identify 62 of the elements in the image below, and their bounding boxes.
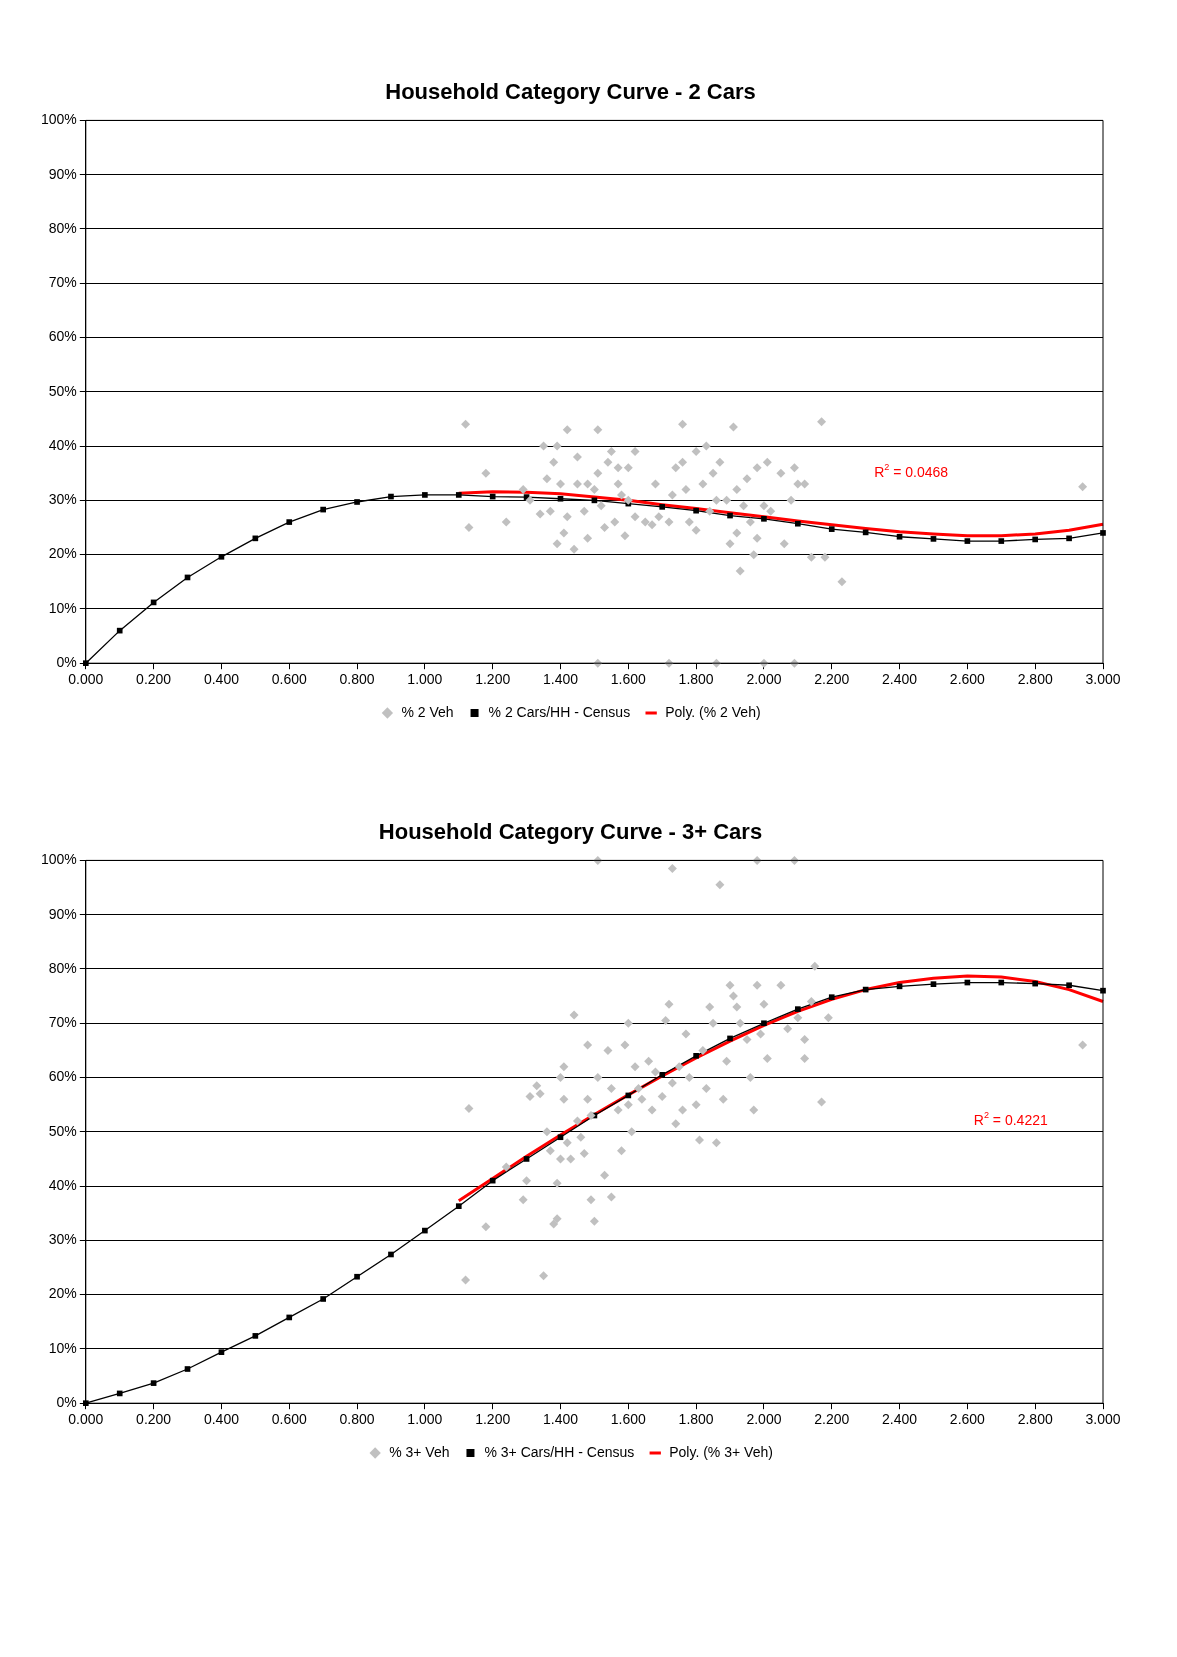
x-tick-label: 0.400 xyxy=(203,671,240,688)
x-tick-label: 2.200 xyxy=(814,1411,850,1428)
x-tick-label: 2.400 xyxy=(882,1411,918,1428)
x-tick-label: 3.000 xyxy=(1085,671,1121,688)
x-tick-label: 3.000 xyxy=(1085,1411,1121,1428)
x-tick-label: 0.600 xyxy=(271,1411,307,1428)
x-tick-label: 0.000 xyxy=(68,671,104,688)
legend-label: % 3+ Veh xyxy=(389,1443,450,1460)
y-tick-label: 0% xyxy=(56,654,77,671)
x-tick-label: 0.200 xyxy=(136,1411,172,1428)
legend-label: Poly. (% 2 Veh) xyxy=(665,703,761,720)
y-tick-label: 30% xyxy=(48,1231,77,1248)
x-tick-label: 0.800 xyxy=(339,671,375,688)
y-tick-label: 80% xyxy=(48,959,77,976)
y-tick-label: 50% xyxy=(48,382,77,399)
x-tick-label: 0.800 xyxy=(339,1411,375,1428)
legend-label: Poly. (% 3+ Veh) xyxy=(669,1443,773,1460)
x-tick-label: 1.600 xyxy=(610,671,647,688)
x-tick-label: 1.200 xyxy=(475,671,511,688)
y-tick-label: 100% xyxy=(40,851,77,868)
y-tick-label: 90% xyxy=(48,905,77,922)
x-tick-label: 2.600 xyxy=(949,671,986,688)
chart-title: Household Category Curve - 3+ Cars xyxy=(378,819,763,845)
x-tick-label: 0.600 xyxy=(271,671,307,688)
y-tick-label: 10% xyxy=(48,1339,77,1356)
y-tick-label: 30% xyxy=(48,491,77,508)
legend-label: % 2 Cars/HH - Census xyxy=(488,703,631,720)
y-tick-label: 20% xyxy=(48,1285,77,1302)
x-tick-label: 0.200 xyxy=(136,671,172,688)
x-tick-label: 1.400 xyxy=(542,671,579,688)
x-tick-label: 1.200 xyxy=(475,1411,511,1428)
y-tick-label: 60% xyxy=(48,1068,77,1085)
y-tick-label: 70% xyxy=(48,274,77,291)
x-tick-label: 2.000 xyxy=(746,1411,782,1428)
x-tick-label: 2.600 xyxy=(949,1411,986,1428)
y-tick-label: 100% xyxy=(40,111,77,128)
y-tick-label: 90% xyxy=(48,165,77,182)
x-tick-label: 2.000 xyxy=(746,671,782,688)
x-tick-label: 1.800 xyxy=(678,1411,714,1428)
y-tick-label: 50% xyxy=(48,1122,77,1139)
x-tick-label: 2.400 xyxy=(882,671,918,688)
y-tick-label: 80% xyxy=(48,219,77,236)
x-tick-label: 1.000 xyxy=(407,1411,443,1428)
y-tick-label: 0% xyxy=(56,1394,77,1411)
y-tick-label: 20% xyxy=(48,545,77,562)
legend-label: % 2 Veh xyxy=(401,703,454,720)
y-tick-label: 60% xyxy=(48,328,77,345)
x-tick-label: 1.800 xyxy=(678,671,714,688)
y-tick-label: 40% xyxy=(48,1176,77,1193)
x-tick-label: 1.000 xyxy=(407,671,443,688)
legend-label: % 3+ Cars/HH - Census xyxy=(484,1443,635,1460)
x-tick-label: 1.600 xyxy=(610,1411,647,1428)
x-tick-label: 1.400 xyxy=(542,1411,579,1428)
x-tick-label: 2.200 xyxy=(814,671,850,688)
x-tick-label: 2.800 xyxy=(1017,1411,1053,1428)
x-tick-label: 2.800 xyxy=(1017,671,1053,688)
y-tick-label: 70% xyxy=(48,1014,77,1031)
x-tick-label: 0.400 xyxy=(203,1411,240,1428)
y-tick-label: 10% xyxy=(48,599,77,616)
chart-title: Household Category Curve - 2 Cars xyxy=(385,79,756,105)
x-tick-label: 0.000 xyxy=(68,1411,104,1428)
y-tick-label: 40% xyxy=(48,436,77,453)
